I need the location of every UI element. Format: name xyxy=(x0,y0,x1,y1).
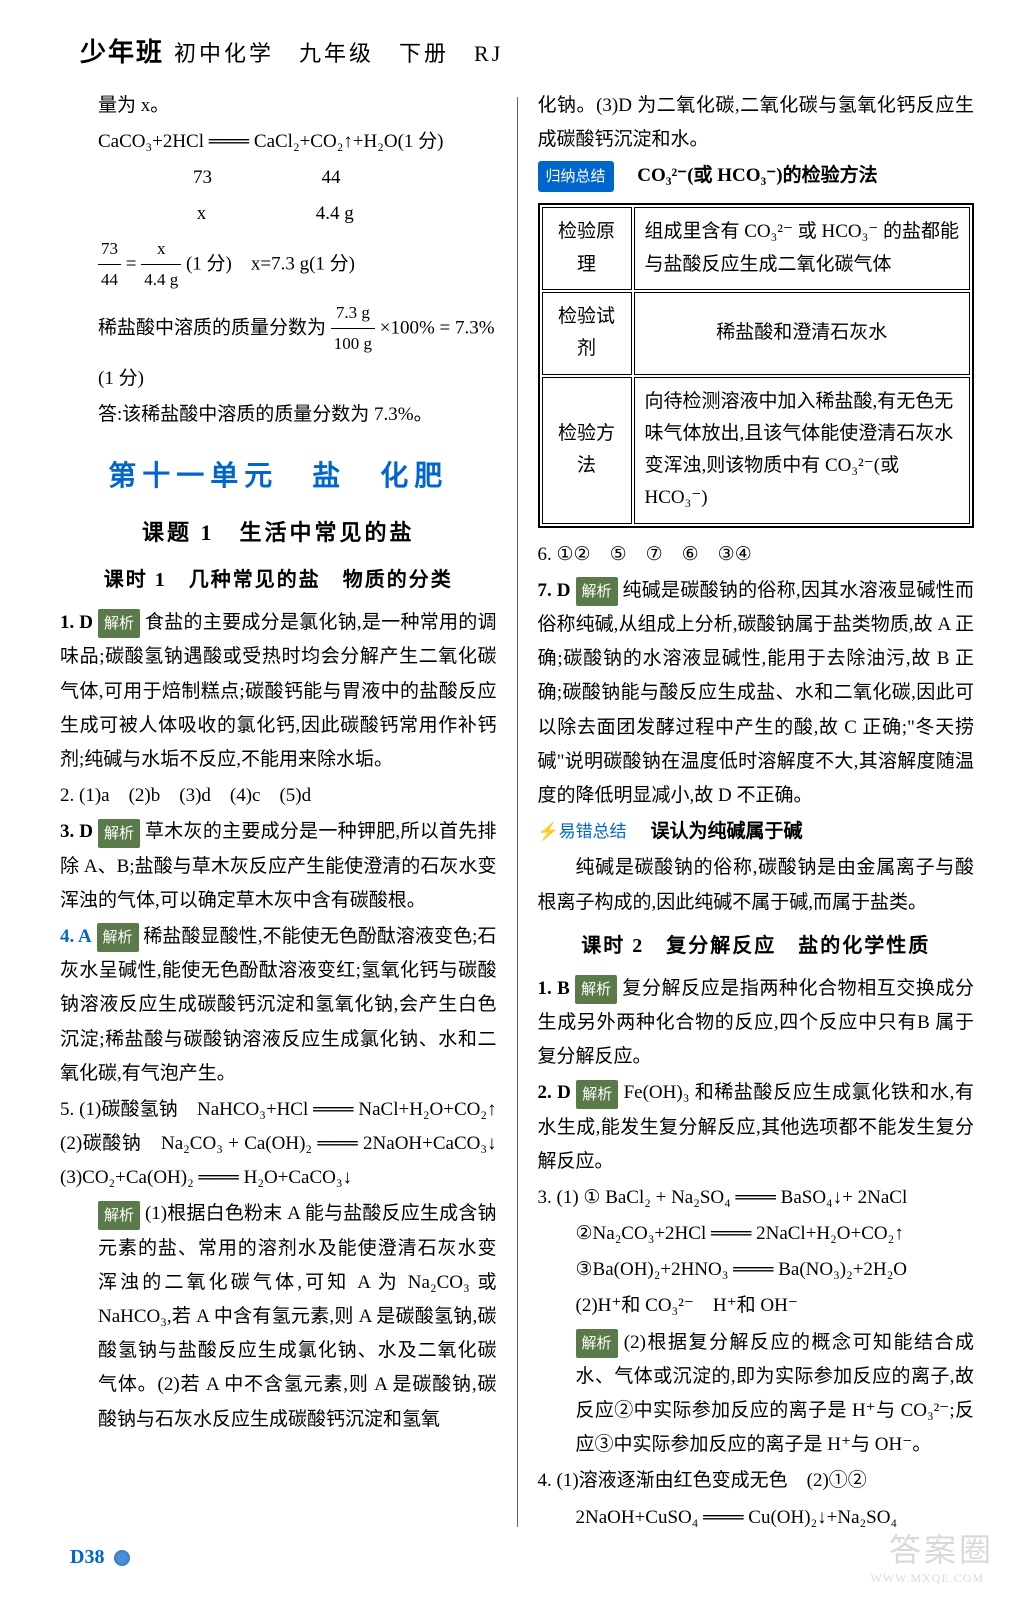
error-title: 误认为纯碱属于碱 xyxy=(650,821,802,842)
question-item: 2. D 解析 Fe(OH)₃ 和稀盐酸反应生成氯化铁和水,有水生成,能发生复分… xyxy=(538,1076,975,1179)
item-number: 2. D xyxy=(538,1082,571,1103)
header-subject: 初中化学 九年级 下册 RJ xyxy=(174,34,503,74)
table-header: 检验原理 xyxy=(542,207,632,290)
numerator: x xyxy=(141,234,181,266)
text-line: 量为 x。 xyxy=(60,89,497,123)
denominator: 44 xyxy=(98,265,121,296)
analysis-tag: 解析 xyxy=(98,1201,140,1230)
left-column: 量为 x。 CaCO₃+2HCl ═══ CaCl₂+CO₂↑+H₂O(1 分)… xyxy=(60,87,497,1537)
page-number: D38 xyxy=(70,1546,104,1568)
text: x xyxy=(197,203,207,224)
error-text: 纯碱是碳酸钠的俗称,碳酸钠是由金属离子与酸根离子构成的,因此纯碱不属于碱,而属于… xyxy=(538,851,975,919)
question-item: 解析 (2)根据复分解反应的概念可知能结合成水、气体或沉淀的,即为实际参加反应的… xyxy=(538,1326,975,1463)
equation: 73 44 xyxy=(60,161,497,195)
right-column: 化钠。(3)D 为二氧化碳,二氧化碳与氢氧化钙反应生成碳酸钙沉淀和水。 归纳总结… xyxy=(538,87,975,1537)
equation: ②Na₂CO₃+2HCl ═══ 2NaCl+H₂O+CO₂↑ xyxy=(538,1217,975,1251)
content-area: 量为 x。 CaCO₃+2HCl ═══ CaCl₂+CO₂↑+H₂O(1 分)… xyxy=(0,87,1034,1537)
analysis-tag: 解析 xyxy=(576,577,618,606)
summary-line: 归纳总结 CO₃²⁻(或 HCO₃⁻)的检验方法 xyxy=(538,159,975,193)
table-cell: 稀盐酸和澄清石灰水 xyxy=(634,292,971,375)
question-item: 5. (1)碳酸氢钠 NaHCO₃+HCl ═══ NaCl+H₂O+CO₂↑ … xyxy=(60,1093,497,1196)
item-number: 4. A xyxy=(60,926,92,947)
text: ×100% = 7.3% xyxy=(380,317,495,338)
item-text: (1)根据白色粉末 A 能与盐酸反应生成含钠元素的盐、常用的溶剂水及能使澄清石灰… xyxy=(98,1203,497,1429)
verification-table: 检验原理 组成里含有 CO₃²⁻ 或 HCO₃⁻ 的盐都能与盐酸反应生成二氧化碳… xyxy=(538,203,975,527)
fraction: 7.3 g 100 g xyxy=(331,298,375,360)
equation: x 4.4 g xyxy=(60,197,497,231)
item-number: 3. D xyxy=(60,821,93,842)
denominator: 100 g xyxy=(331,329,375,360)
question-item: 7. D 解析 纯碱是碳酸钠的俗称,因其水溶液显碱性而俗称纯碱,从组成上分析,碳… xyxy=(538,574,975,813)
fraction: 73 44 xyxy=(98,234,121,296)
analysis-tag: 解析 xyxy=(576,1080,618,1109)
item-number: 1. D xyxy=(60,612,93,633)
lesson-title: 课时 1 几种常见的盐 物质的分类 xyxy=(60,562,497,598)
equation: CaCO₃+2HCl ═══ CaCl₂+CO₂↑+H₂O(1 分) xyxy=(60,125,497,159)
globe-icon xyxy=(114,1550,130,1566)
column-divider xyxy=(517,97,518,1527)
equation: ③Ba(OH)₂+2HNO₃ ═══ Ba(NO₃)₂+2H₂O xyxy=(538,1253,975,1287)
question-item: 4. A 解析 稀盐酸显酸性,不能使无色酚酞溶液变色;石灰水呈碱性,能使无色酚酞… xyxy=(60,920,497,1091)
question-item: 解析 (1)根据白色粉末 A 能与盐酸反应生成含钠元素的盐、常用的溶剂水及能使澄… xyxy=(60,1197,497,1436)
text-line: 化钠。(3)D 为二氧化碳,二氧化碳与氢氧化钙反应生成碳酸钙沉淀和水。 xyxy=(538,89,975,157)
question-item: 3. (1) ① BaCl₂ + Na₂SO₄ ═══ BaSO₄↓+ 2NaC… xyxy=(538,1181,975,1215)
question-item: 4. (1)溶液逐渐由红色变成无色 (2)①② xyxy=(538,1464,975,1498)
text-line: (1 分) xyxy=(60,362,497,396)
table-header: 检验方法 xyxy=(542,377,632,524)
analysis-tag: 解析 xyxy=(98,819,140,848)
answer-line: 答:该稀盐酸中溶质的质量分数为 7.3%。 xyxy=(60,398,497,432)
page-header: 少年班 初中化学 九年级 下册 RJ xyxy=(0,0,1034,87)
analysis-tag: 解析 xyxy=(98,609,140,638)
table-cell: 向待检测溶液中加入稀盐酸,有无色无味气体放出,且该气体能使澄清石灰水变浑浊,则该… xyxy=(634,377,971,524)
table-header: 检验试剂 xyxy=(542,292,632,375)
question-item: 6. ①② ⑤ ⑦ ⑥ ③④ xyxy=(538,538,975,572)
question-item: (2)H⁺和 CO₃²⁻ H⁺和 OH⁻ xyxy=(538,1289,975,1323)
item-text: (2)根据复分解反应的概念可知能结合成水、气体或沉淀的,即为实际参加反应的离子,… xyxy=(576,1332,975,1456)
question-item: 3. D 解析 草木灰的主要成分是一种钾肥,所以首先排除 A、B;盐酸与草木灰反… xyxy=(60,815,497,918)
fraction: x 4.4 g xyxy=(141,234,181,296)
analysis-tag: 解析 xyxy=(97,923,139,952)
numerator: 7.3 g xyxy=(331,298,375,330)
text: 4.4 g xyxy=(316,203,354,224)
unit-title: 第十一单元 盐 化肥 xyxy=(60,452,497,502)
topic-title: 课题 1 生活中常见的盐 xyxy=(60,513,497,553)
equation: 稀盐酸中溶质的质量分数为 7.3 g 100 g ×100% = 7.3% xyxy=(60,298,497,360)
text: (1 分) x=7.3 g(1 分) xyxy=(186,253,355,274)
error-tag: ⚡易错总结 xyxy=(538,822,627,841)
page-footer: D38 xyxy=(70,1539,130,1575)
numerator: 73 xyxy=(98,234,121,266)
text: 稀盐酸中溶质的质量分数为 xyxy=(98,317,326,338)
table-row: 检验原理 组成里含有 CO₃²⁻ 或 HCO₃⁻ 的盐都能与盐酸反应生成二氧化碳… xyxy=(542,207,971,290)
table-row: 检验方法 向待检测溶液中加入稀盐酸,有无色无味气体放出,且该气体能使澄清石灰水变… xyxy=(542,377,971,524)
summary-tag: 归纳总结 xyxy=(538,161,614,192)
equation: 73 44 = x 4.4 g (1 分) x=7.3 g(1 分) xyxy=(60,234,497,296)
analysis-tag: 解析 xyxy=(575,975,617,1004)
table-row: 检验试剂 稀盐酸和澄清石灰水 xyxy=(542,292,971,375)
item-number: 1. B xyxy=(538,978,570,999)
table-cell: 组成里含有 CO₃²⁻ 或 HCO₃⁻ 的盐都能与盐酸反应生成二氧化碳气体 xyxy=(634,207,971,290)
analysis-tag: 解析 xyxy=(576,1329,618,1358)
question-item: 1. D 解析 食盐的主要成分是氯化钠,是一种常用的调味品;碳酸氢钠遇酸或受热时… xyxy=(60,606,497,777)
error-summary: ⚡易错总结 误认为纯碱属于碱 xyxy=(538,815,975,849)
watermark-url: WWW.MXQE.COM xyxy=(870,1568,984,1590)
item-number: 7. D xyxy=(538,580,571,601)
question-item: 2. (1)a (2)b (3)d (4)c (5)d xyxy=(60,779,497,813)
header-logo: 少年班 xyxy=(80,30,164,77)
lesson-title: 课时 2 复分解反应 盐的化学性质 xyxy=(538,928,975,964)
denominator: 4.4 g xyxy=(141,265,181,296)
question-item: 1. B 解析 复分解反应是指两种化合物相互交换成分生成另外两种化合物的反应,四… xyxy=(538,972,975,1075)
text: 73 xyxy=(193,167,212,188)
summary-title: CO₃²⁻(或 HCO₃⁻)的检验方法 xyxy=(637,165,877,186)
text: 44 xyxy=(322,167,341,188)
item-text: 纯碱是碳酸钠的俗称,因其水溶液显碱性而俗称纯碱,从组成上分析,碳酸钠属于盐类物质… xyxy=(538,580,975,806)
